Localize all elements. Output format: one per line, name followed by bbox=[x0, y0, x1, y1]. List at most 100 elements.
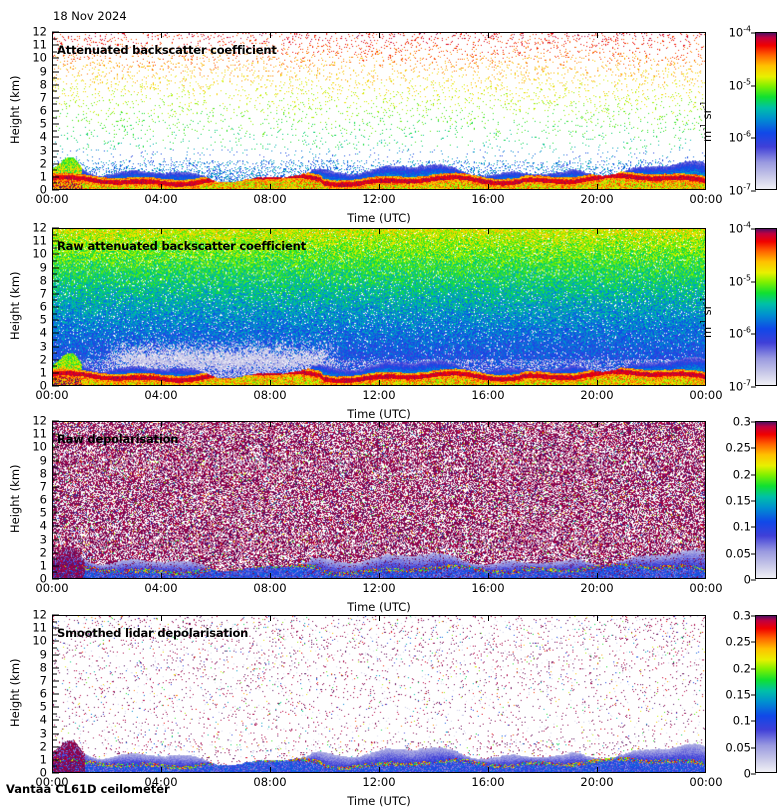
colorbar-tick-label: 0.1 bbox=[732, 713, 751, 728]
panel-title-raw-depolarisation: Raw depolarisation bbox=[57, 432, 179, 446]
x-tick-mark bbox=[597, 32, 598, 38]
colorbar-tick-label: 0.25 bbox=[725, 634, 751, 649]
y-tick-label: 3 bbox=[39, 725, 47, 740]
y-tick-mark bbox=[52, 420, 59, 422]
y-tick-label: 11 bbox=[32, 233, 47, 248]
x-tick-mark bbox=[488, 228, 489, 234]
x-tick-label: 04:00 bbox=[144, 388, 178, 402]
y-axis-label: Height (km) bbox=[8, 658, 22, 727]
y-tick-mark-minor bbox=[52, 103, 57, 105]
colorbar-tick-label: 0.1 bbox=[732, 519, 751, 534]
x-tick-label: 12:00 bbox=[362, 192, 396, 206]
plot-area-raw-depolarisation[interactable] bbox=[52, 421, 706, 579]
x-tick-mark bbox=[379, 767, 380, 773]
y-tick-mark bbox=[52, 667, 59, 669]
colorbar-tick-label: 10-7 bbox=[728, 378, 751, 394]
x-tick-mark bbox=[597, 184, 598, 190]
colorbar-tick-mark bbox=[751, 386, 756, 388]
colorbar-tick-mark bbox=[751, 720, 756, 722]
x-tick-mark bbox=[270, 228, 271, 234]
x-tick-label: 08:00 bbox=[253, 192, 287, 206]
y-tick-label: 5 bbox=[39, 116, 47, 131]
y-axis-label: Height (km) bbox=[8, 464, 22, 533]
y-tick-label: 2 bbox=[39, 544, 47, 559]
date-label: 18 Nov 2024 bbox=[53, 9, 127, 23]
y-tick-mark bbox=[52, 84, 59, 86]
y-tick-mark-minor bbox=[52, 453, 57, 455]
x-tick-label: 04:00 bbox=[144, 192, 178, 206]
y-tick-mark-minor bbox=[52, 427, 57, 429]
colorbar-raw-attenuated-backscatter: 10-7 10-6 10-5 10-4 m-1 sr-1 bbox=[699, 221, 777, 392]
plot-area-smoothed-depolarisation[interactable] bbox=[52, 615, 706, 773]
x-tick-label: 00:00 bbox=[35, 192, 69, 206]
y-tick-label: 9 bbox=[39, 452, 47, 467]
y-tick-mark bbox=[52, 693, 59, 695]
y-tick-label: 5 bbox=[39, 699, 47, 714]
y-tick-label: 1 bbox=[39, 365, 47, 380]
y-tick-mark-minor bbox=[52, 726, 57, 728]
y-tick-mark bbox=[52, 346, 59, 347]
y-tick-mark-minor bbox=[52, 765, 57, 767]
y-tick-label: 8 bbox=[39, 76, 47, 91]
y-tick-label: 6 bbox=[39, 299, 47, 314]
y-tick-mark-minor bbox=[52, 621, 57, 623]
y-tick-mark-minor bbox=[52, 117, 57, 119]
y-tick-label: 7 bbox=[39, 90, 47, 105]
y-tick-mark-minor bbox=[52, 352, 57, 354]
x-axis-label: Time (UTC) bbox=[347, 407, 411, 421]
y-tick-label: 12 bbox=[32, 220, 47, 235]
y-tick-mark bbox=[52, 499, 59, 501]
y-tick-mark-minor bbox=[52, 64, 57, 66]
colorbar-tick-mark bbox=[751, 32, 756, 34]
x-tick-label: 00:00 bbox=[689, 192, 723, 206]
y-tick-mark bbox=[52, 267, 59, 268]
x-tick-mark bbox=[270, 380, 271, 386]
colorbar-tick-mark bbox=[751, 500, 756, 502]
y-tick-mark-minor bbox=[52, 647, 57, 649]
colorbar-tick-label: 0.2 bbox=[732, 660, 751, 675]
y-tick-label: 5 bbox=[39, 505, 47, 520]
instrument-caption: Vantaa CL61D ceilometer bbox=[6, 782, 170, 796]
x-tick-mark bbox=[379, 615, 380, 621]
x-tick-label: 00:00 bbox=[689, 581, 723, 595]
y-tick-mark bbox=[52, 176, 59, 178]
y-tick-mark-minor bbox=[52, 686, 57, 688]
colorbar-tick-mark bbox=[751, 615, 756, 617]
x-tick-label: 20:00 bbox=[580, 192, 614, 206]
plot-area-attenuated-backscatter[interactable] bbox=[52, 32, 706, 190]
x-tick-label: 16:00 bbox=[471, 775, 505, 789]
x-tick-mark bbox=[597, 573, 598, 579]
y-tick-mark-minor bbox=[52, 51, 57, 53]
x-tick-mark bbox=[52, 184, 53, 190]
colorbar-unit-label: m-1 sr-1 bbox=[699, 296, 714, 338]
y-tick-mark-minor bbox=[52, 558, 57, 560]
y-tick-mark-minor bbox=[52, 90, 57, 92]
panel-raw-attenuated-backscatter: Raw attenuated backscatter coefficient 0 1… bbox=[8, 222, 723, 421]
x-tick-mark bbox=[379, 228, 380, 234]
y-tick-mark bbox=[52, 240, 59, 242]
y-tick-mark-minor bbox=[52, 234, 57, 236]
x-tick-mark bbox=[161, 228, 162, 234]
y-tick-label: 12 bbox=[32, 413, 47, 428]
colorbar-tick-label: 0.05 bbox=[725, 739, 751, 754]
y-tick-mark bbox=[52, 759, 59, 761]
y-tick-mark bbox=[52, 578, 59, 580]
x-tick-mark bbox=[705, 573, 706, 579]
y-tick-mark bbox=[52, 163, 59, 165]
colorbar-tick-label: 10-6 bbox=[728, 325, 751, 341]
x-tick-mark bbox=[379, 32, 380, 38]
colorbar-tick-mark bbox=[751, 85, 756, 87]
colorbar-tick-label: 0.05 bbox=[725, 545, 751, 560]
colorbar-tick-mark bbox=[751, 333, 756, 335]
x-tick-label: 12:00 bbox=[362, 775, 396, 789]
y-tick-mark-minor bbox=[52, 299, 57, 301]
y-tick-mark-minor bbox=[52, 143, 57, 145]
x-tick-label: 12:00 bbox=[362, 388, 396, 402]
y-tick-mark-minor bbox=[52, 273, 57, 275]
y-tick-mark-minor bbox=[52, 365, 57, 367]
y-tick-mark-minor bbox=[52, 313, 57, 315]
x-tick-mark bbox=[270, 184, 271, 190]
x-tick-label: 00:00 bbox=[35, 775, 69, 789]
y-tick-label: 4 bbox=[39, 129, 47, 144]
